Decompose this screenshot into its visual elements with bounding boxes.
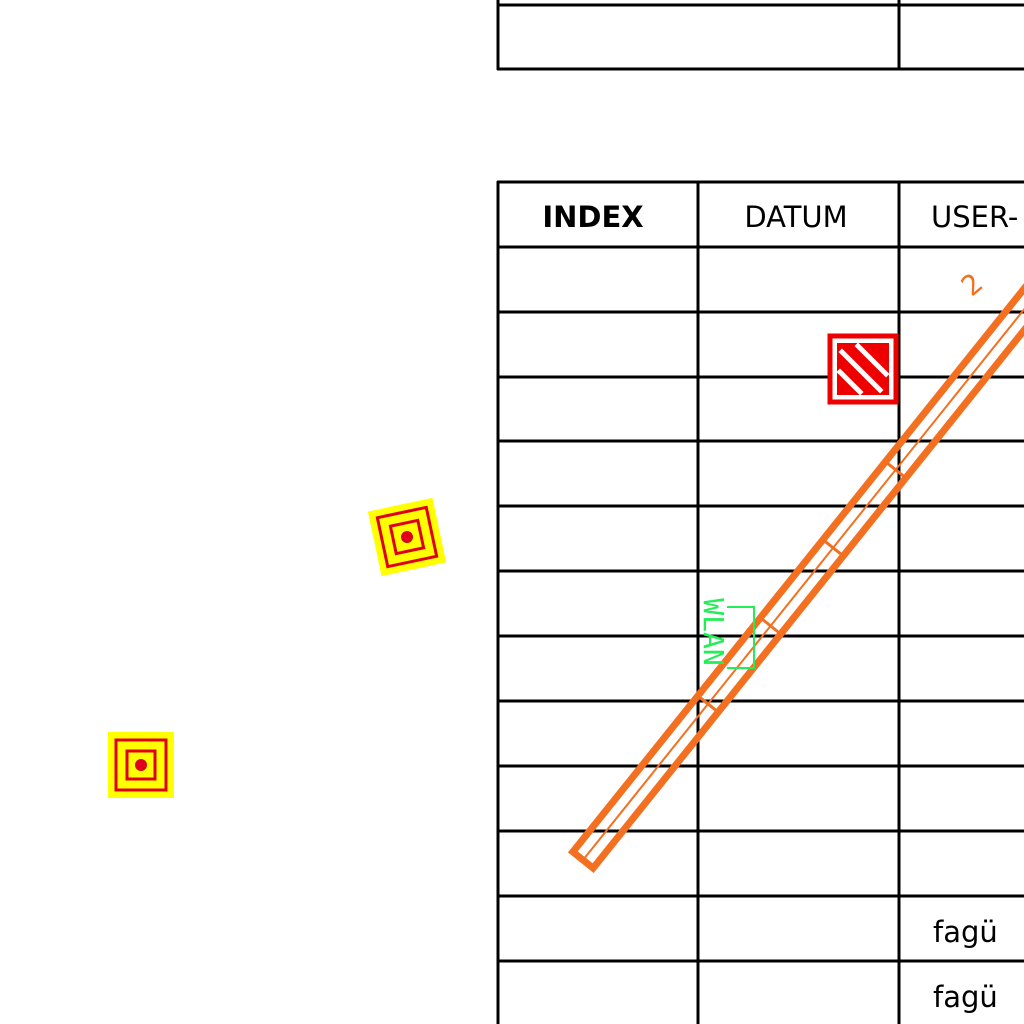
wlan-access-point: WLAN bbox=[697, 598, 755, 669]
cable-tray-label: 2 bbox=[955, 267, 989, 303]
cable-tray-outline bbox=[567, 277, 1024, 874]
cable-tray-centerline bbox=[582, 289, 1024, 861]
wlan-label: WLAN bbox=[697, 598, 730, 665]
fire-alarm-icon bbox=[827, 333, 899, 405]
smoke-detector-icon bbox=[367, 497, 447, 577]
cable-tray-ticks bbox=[696, 460, 907, 714]
revision-table: INDEX DATUM USER- fagü fagü bbox=[496, 180, 1024, 1024]
header-date: DATUM bbox=[744, 200, 847, 234]
header-index: INDEX bbox=[542, 200, 643, 234]
cell-user-row-12: fagü bbox=[933, 980, 998, 1014]
revision-table-grid bbox=[496, 180, 1024, 1024]
upper-table bbox=[496, 0, 1024, 71]
cell-user-row-11: fagü bbox=[933, 915, 998, 949]
wlan-outline bbox=[727, 606, 755, 669]
smoke-detector-icon bbox=[108, 732, 174, 798]
cable-tray bbox=[567, 277, 1024, 874]
header-user: USER- bbox=[931, 200, 1018, 234]
